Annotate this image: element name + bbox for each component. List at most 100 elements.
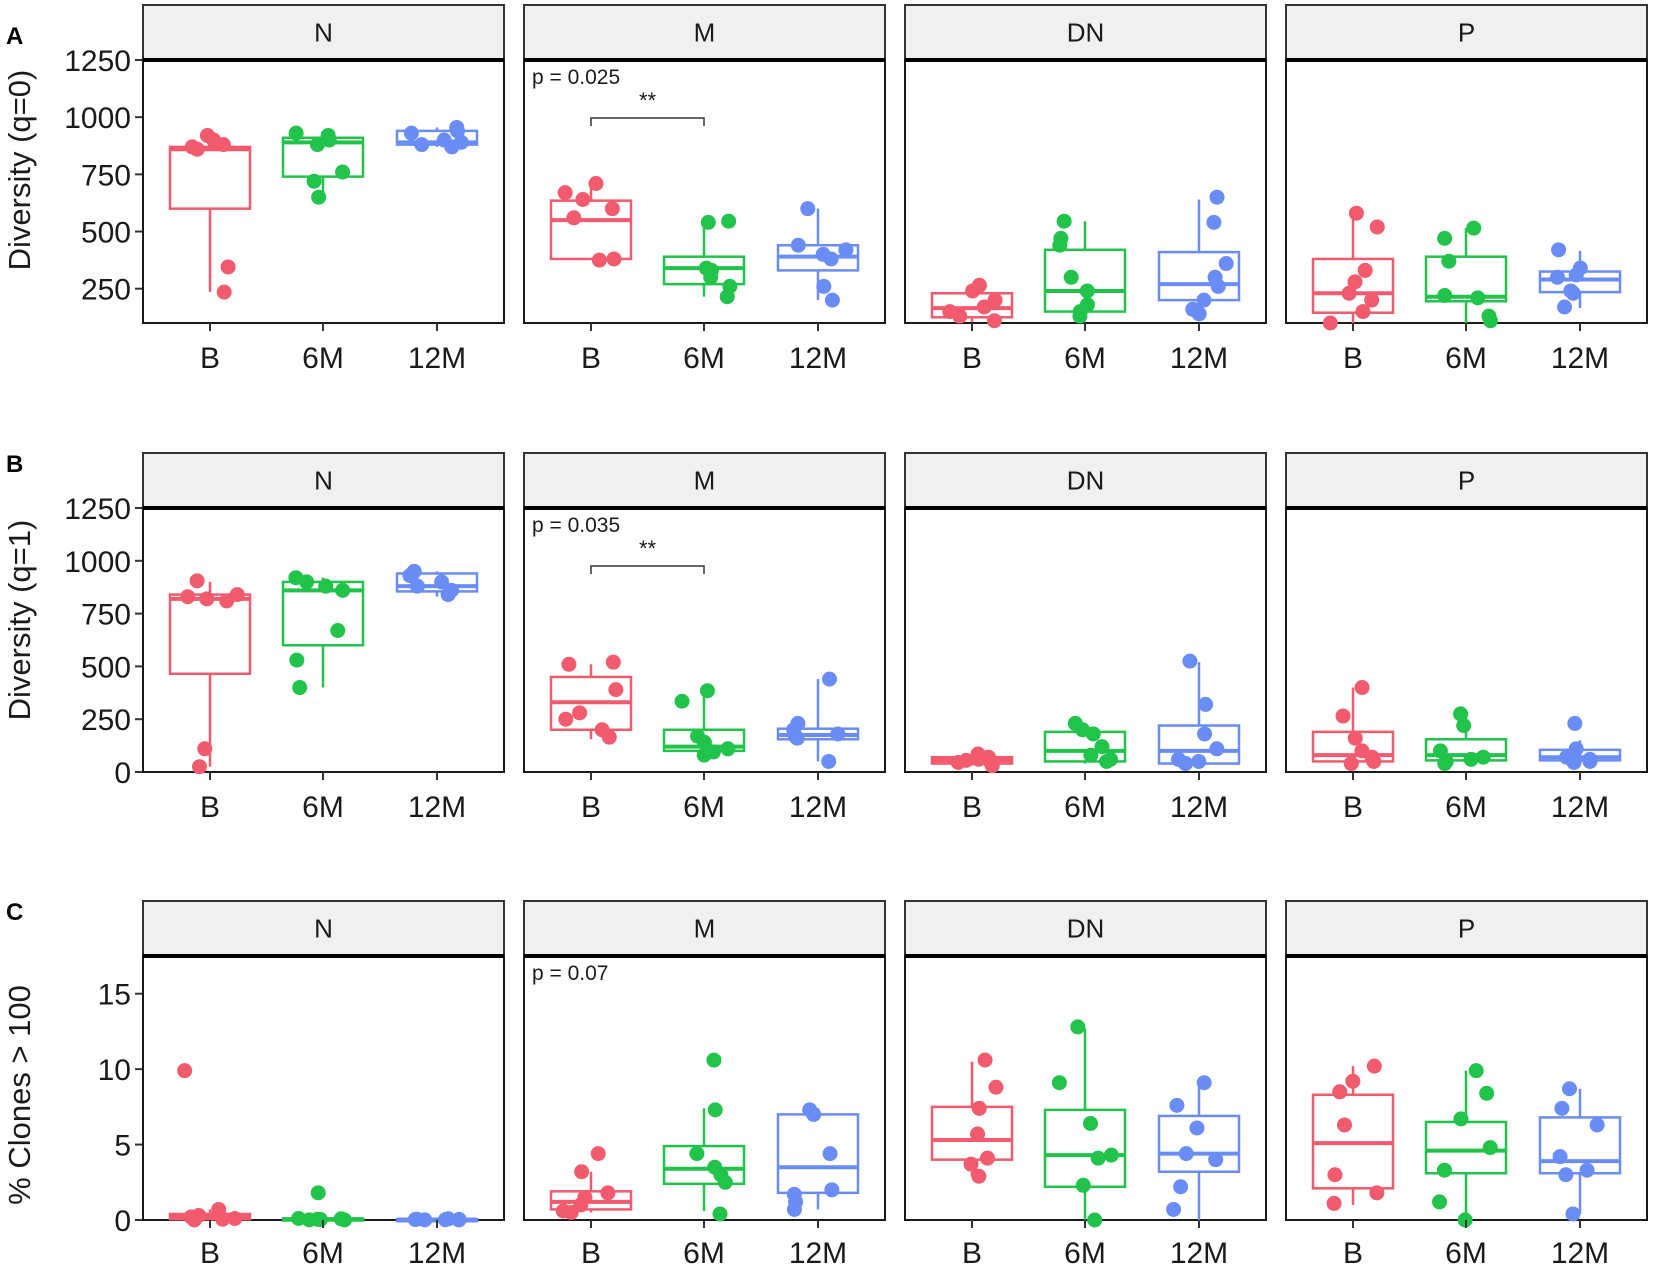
facet-p: P B 6M 12M (1285, 4, 1648, 375)
data-point (699, 683, 715, 699)
data-point (1173, 1179, 1189, 1195)
data-point (1322, 315, 1338, 331)
data-point (600, 1185, 616, 1201)
y-tick-label: 15 (98, 979, 131, 1012)
x-tick-label: B (581, 1237, 601, 1267)
data-point (1191, 753, 1207, 769)
data-point (563, 1204, 579, 1220)
significance-bracket (590, 117, 705, 126)
data-point (707, 1102, 723, 1118)
data-point (1348, 205, 1364, 221)
data-point (1437, 756, 1453, 772)
x-tick-label: 12M (789, 791, 847, 824)
data-point (1589, 1117, 1605, 1133)
data-point (1210, 278, 1226, 294)
box-b (168, 1063, 252, 1228)
facet-m: Mp = 0.07 B 6M 12M (523, 900, 886, 1267)
data-point (1087, 1212, 1103, 1228)
data-point (1567, 715, 1583, 731)
data-point (1468, 1063, 1484, 1079)
box-b (549, 654, 633, 745)
facet-title: DN (1067, 914, 1105, 944)
data-point (1196, 1075, 1212, 1091)
data-point (1189, 1120, 1205, 1136)
box-12m (1157, 189, 1241, 322)
facet-title: N (314, 466, 333, 496)
iqr-box (1538, 1116, 1622, 1175)
box-12m (776, 201, 860, 308)
x-tick-label: 6M (302, 1237, 344, 1267)
data-point (199, 127, 215, 143)
data-point (1453, 1111, 1469, 1127)
data-point (790, 237, 806, 253)
data-point (575, 192, 591, 208)
panel-label: B (6, 451, 23, 478)
x-tick-label: 12M (1170, 1237, 1228, 1267)
data-point (1568, 267, 1584, 283)
data-point (1326, 1195, 1342, 1211)
data-point (220, 259, 236, 275)
data-point (1072, 308, 1088, 324)
facet-title: P (1458, 914, 1475, 944)
data-point (1366, 753, 1382, 769)
data-point (696, 747, 712, 763)
data-point (1335, 708, 1351, 724)
box-6m (1043, 715, 1127, 769)
panel-label: A (6, 23, 23, 50)
data-point (1085, 726, 1101, 742)
data-point (417, 1212, 433, 1228)
data-point (434, 574, 450, 590)
data-point (1437, 288, 1453, 304)
data-point (987, 292, 1003, 308)
data-point (1557, 299, 1573, 315)
data-point (449, 119, 465, 135)
data-point (451, 1212, 467, 1228)
data-point (1327, 1167, 1343, 1183)
data-point (1052, 237, 1068, 253)
data-point (444, 139, 460, 155)
data-point (414, 137, 430, 153)
iqr-box (1311, 257, 1395, 314)
y-tick-label: 1250 (64, 45, 131, 78)
panel-B: B Diversity (q=1) 0 250 500 750 1000 1250 N B 6M 12… (2, 451, 1648, 824)
x-tick-label: 6M (1064, 342, 1106, 375)
y-tick-label: 10 (98, 1054, 131, 1087)
facet-strip (523, 4, 886, 61)
data-point (557, 185, 573, 201)
x-tick-label: B (581, 791, 601, 824)
data-point (689, 1146, 705, 1162)
iqr-box (395, 129, 479, 146)
x-tick-label: B (1343, 1237, 1363, 1267)
data-point (1456, 718, 1472, 734)
data-point (1169, 1097, 1185, 1113)
data-point (574, 1164, 590, 1180)
x-tick-label: B (962, 791, 982, 824)
data-point (336, 1212, 352, 1228)
panel-label: C (6, 899, 23, 926)
facet-title: M (694, 466, 716, 496)
data-point (186, 1212, 202, 1228)
data-point (1099, 753, 1115, 769)
facet-p: P B 6M 12M (1285, 900, 1648, 1267)
data-point (800, 201, 816, 217)
data-point (1070, 1019, 1086, 1035)
data-point (1369, 1185, 1385, 1201)
box-6m (281, 570, 365, 696)
box-12m (1157, 653, 1241, 772)
iqr-box (168, 145, 252, 210)
y-axis-title: Diversity (q=1) (2, 520, 37, 721)
box-12m (1538, 1081, 1622, 1222)
facet-strip (904, 452, 1267, 509)
facet-strip (142, 4, 505, 61)
data-point (558, 711, 574, 727)
data-point (1218, 256, 1234, 272)
data-point (1206, 214, 1222, 230)
data-point (608, 682, 624, 698)
data-point (824, 1182, 840, 1198)
plot-area (142, 507, 505, 773)
x-tick-label: B (200, 1237, 220, 1267)
data-point (189, 573, 205, 589)
x-tick-label: 12M (408, 1237, 466, 1267)
data-point (1341, 285, 1357, 301)
